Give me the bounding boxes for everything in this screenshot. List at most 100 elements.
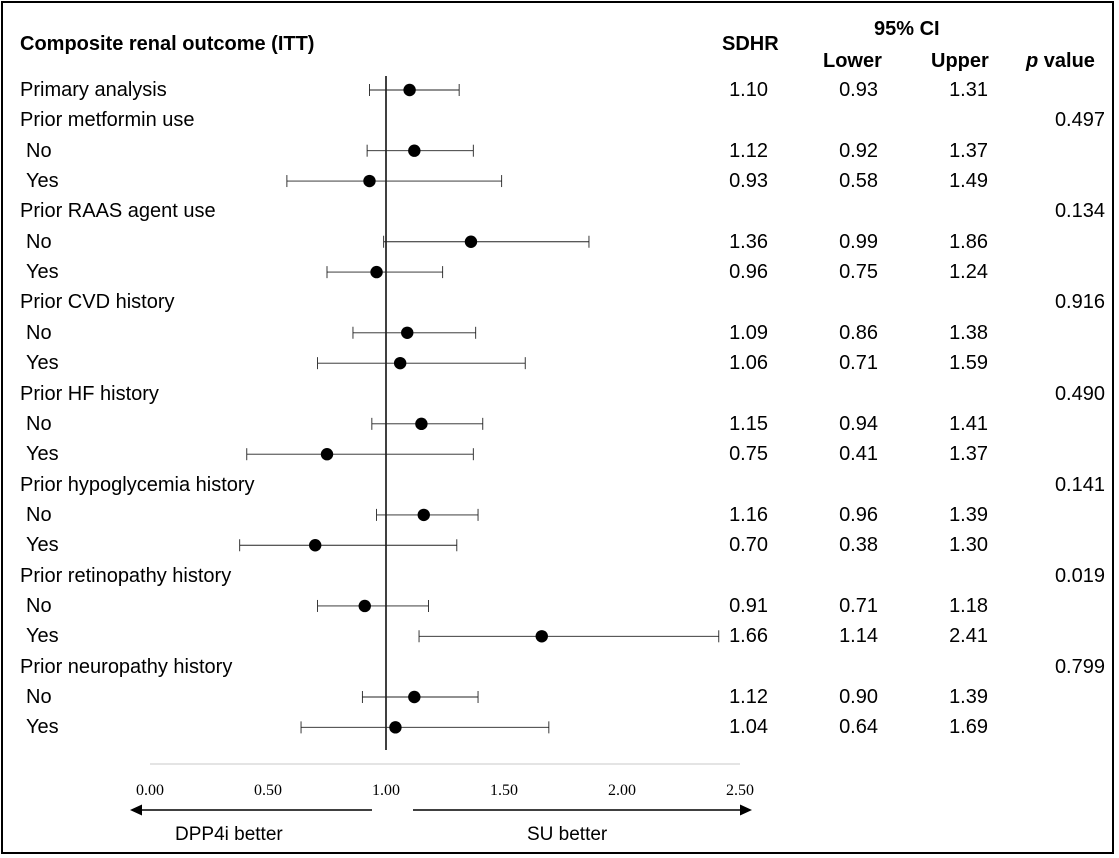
sdhr-value: 1.36 [729, 230, 768, 253]
upper-header: Upper [931, 50, 989, 72]
point-estimate [363, 174, 376, 188]
ci-upper-value: 1.86 [949, 230, 988, 253]
point-estimate [464, 235, 478, 248]
sdhr-value: 0.75 [729, 443, 768, 466]
sdhr-value: 1.09 [729, 321, 768, 344]
p-value: 0.134 [1054, 200, 1105, 223]
row-label: No [26, 503, 52, 526]
ci-upper-value: 1.31 [949, 79, 988, 101]
ci-upper-value: 1.41 [949, 412, 988, 435]
point-estimate [408, 144, 421, 157]
row-label: No [26, 594, 52, 617]
p-italic: p [1026, 50, 1039, 72]
right-arrow-head [740, 804, 752, 816]
ci-header: 95% CI [874, 18, 940, 40]
sdhr-value: 0.91 [729, 594, 768, 617]
ci-upper-value: 1.59 [949, 352, 988, 375]
sdhr-value: 1.12 [729, 139, 768, 162]
point-estimate [415, 417, 428, 431]
ci-lower-value: 0.38 [839, 534, 878, 557]
sdhr-value: 1.04 [729, 716, 768, 739]
point-estimate [417, 508, 430, 522]
x-tick-label: 0.00 [136, 782, 164, 799]
figure-title: Composite renal outcome (ITT) [20, 33, 315, 55]
ci-lower-value: 0.71 [839, 594, 878, 617]
ci-upper-value: 1.30 [949, 534, 988, 557]
x-tick-label: 2.00 [608, 782, 636, 799]
row-label: Prior CVD history [20, 291, 175, 314]
p-value: 0.490 [1054, 382, 1105, 405]
sdhr-value: 1.15 [729, 412, 768, 435]
sdhr-value: 0.93 [729, 170, 768, 193]
ci-lower-value: 1.14 [839, 625, 878, 648]
ci-upper-value: 1.39 [949, 686, 988, 708]
p-value: 0.019 [1054, 564, 1105, 587]
row-label: Primary analysis [20, 79, 167, 101]
row-label: No [26, 139, 52, 162]
x-tick-label: 0.50 [254, 782, 282, 799]
ci-lower-value: 0.92 [839, 139, 878, 162]
point-estimate [401, 326, 414, 339]
ci-lower-value: 0.99 [839, 230, 878, 253]
p-value: 0.497 [1054, 109, 1105, 132]
point-estimate [389, 721, 402, 734]
sdhr-value: 1.66 [729, 625, 768, 648]
ci-upper-value: 1.39 [949, 503, 988, 526]
ci-upper-value: 1.24 [949, 261, 988, 284]
ci-lower-value: 0.94 [839, 412, 878, 435]
sdhr-value: 1.16 [729, 503, 768, 526]
row-label: Yes [26, 170, 59, 193]
point-estimate [309, 539, 322, 552]
p-value: 0.916 [1054, 291, 1105, 314]
x-tick-label: 2.50 [726, 782, 754, 799]
row-label: No [26, 230, 52, 253]
ci-upper-value: 1.37 [949, 139, 988, 162]
x-tick-label: 1.50 [490, 782, 518, 799]
p-rest: value [1038, 50, 1095, 72]
ci-lower-value: 0.64 [839, 716, 878, 739]
ci-lower-value: 0.90 [839, 686, 878, 708]
p-value: 0.799 [1054, 655, 1105, 678]
row-label: No [26, 321, 52, 344]
point-estimate [393, 356, 407, 370]
point-estimate [358, 599, 371, 613]
row-label: Prior HF history [20, 382, 159, 405]
row-label: Yes [26, 716, 59, 739]
ci-upper-value: 1.18 [949, 594, 988, 617]
ci-lower-value: 0.41 [839, 443, 878, 466]
row-label: Prior hypoglycemia history [20, 473, 255, 496]
p-value: 0.141 [1054, 473, 1105, 496]
ci-upper-value: 1.38 [949, 321, 988, 344]
row-label: Yes [26, 443, 59, 466]
row-label: No [26, 412, 52, 435]
sdhr-value: 0.70 [729, 534, 768, 557]
row-label: Yes [26, 625, 59, 648]
point-estimate [370, 265, 383, 279]
ci-upper-value: 1.37 [949, 443, 988, 466]
ci-lower-value: 0.96 [839, 503, 878, 526]
point-estimate [408, 690, 421, 704]
sdhr-value: 1.12 [729, 686, 768, 708]
su-better-label: SU better [527, 824, 608, 845]
point-estimate [320, 448, 334, 461]
ci-lower-value: 0.75 [839, 261, 878, 284]
point-estimate [535, 630, 548, 643]
p-value-header: p value [1026, 50, 1095, 72]
ci-lower-value: 0.93 [839, 79, 878, 101]
sdhr-header: SDHR [722, 33, 779, 55]
row-label: Prior RAAS agent use [20, 200, 216, 223]
ci-upper-value: 1.69 [949, 716, 988, 739]
row-label: Yes [26, 534, 59, 557]
point-estimate [403, 83, 416, 97]
dpp4i-better-label: DPP4i better [175, 824, 283, 845]
sdhr-value: 0.96 [729, 261, 768, 284]
sdhr-value: 1.06 [729, 352, 768, 375]
ci-lower-value: 0.86 [839, 321, 878, 344]
sdhr-value: 1.10 [729, 79, 768, 101]
ci-upper-value: 2.41 [949, 625, 988, 648]
left-arrow-head [130, 804, 142, 816]
row-label: Yes [26, 261, 59, 284]
row-label: Yes [26, 352, 59, 375]
ci-lower-value: 0.58 [839, 170, 878, 193]
